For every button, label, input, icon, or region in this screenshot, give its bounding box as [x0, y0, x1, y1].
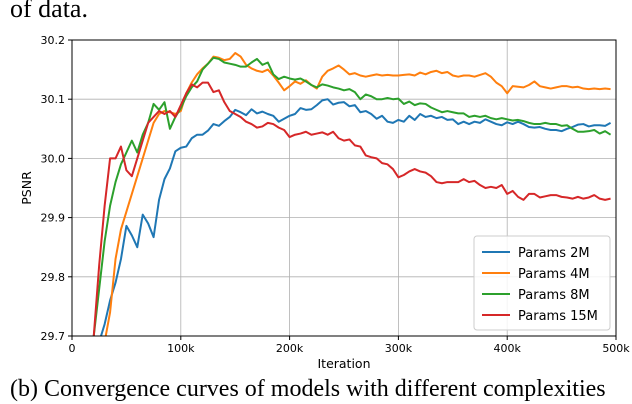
- y-tick-label: 29.7: [41, 330, 66, 343]
- legend-label: Params 15M: [518, 309, 598, 324]
- legend-label: Params 2M: [518, 246, 590, 261]
- y-tick-label: 30.0: [41, 152, 66, 165]
- legend-label: Params 8M: [518, 288, 590, 303]
- legend-box: [473, 235, 611, 331]
- x-tick-label: 0: [69, 342, 76, 355]
- y-tick-label: 30.2: [41, 34, 66, 47]
- y-tick-label: 30.1: [41, 93, 66, 106]
- legend-label: Params 4M: [518, 267, 590, 282]
- series-line-1: [99, 98, 612, 336]
- x-tick-label: 400k: [494, 342, 522, 355]
- y-tick-label: 29.8: [41, 271, 66, 284]
- caption-top: of data.: [10, 0, 88, 23]
- x-tick-label: 200k: [276, 342, 304, 355]
- series-layer: [92, 52, 612, 336]
- legend: Params 2M Params 4M Params 8M Params 15M: [473, 235, 611, 331]
- plot-frame: [71, 39, 617, 337]
- x-tick-label: 100k: [167, 342, 195, 355]
- series-line-4: [92, 81, 611, 336]
- x-axis-label: Iteration: [317, 356, 370, 371]
- axes-layer: 0 100k 200k 300k 400k 500k 29.7 29.8 29.9 30.0 30.…: [41, 34, 631, 355]
- caption-bottom: (b) Convergence curves of models with di…: [10, 376, 606, 402]
- x-tick-label: 500k: [602, 342, 630, 355]
- series-line-3: [92, 56, 612, 336]
- x-tick-label: 300k: [385, 342, 413, 355]
- y-tick-label: 29.9: [41, 212, 66, 225]
- y-axis-label: PSNR: [19, 171, 34, 205]
